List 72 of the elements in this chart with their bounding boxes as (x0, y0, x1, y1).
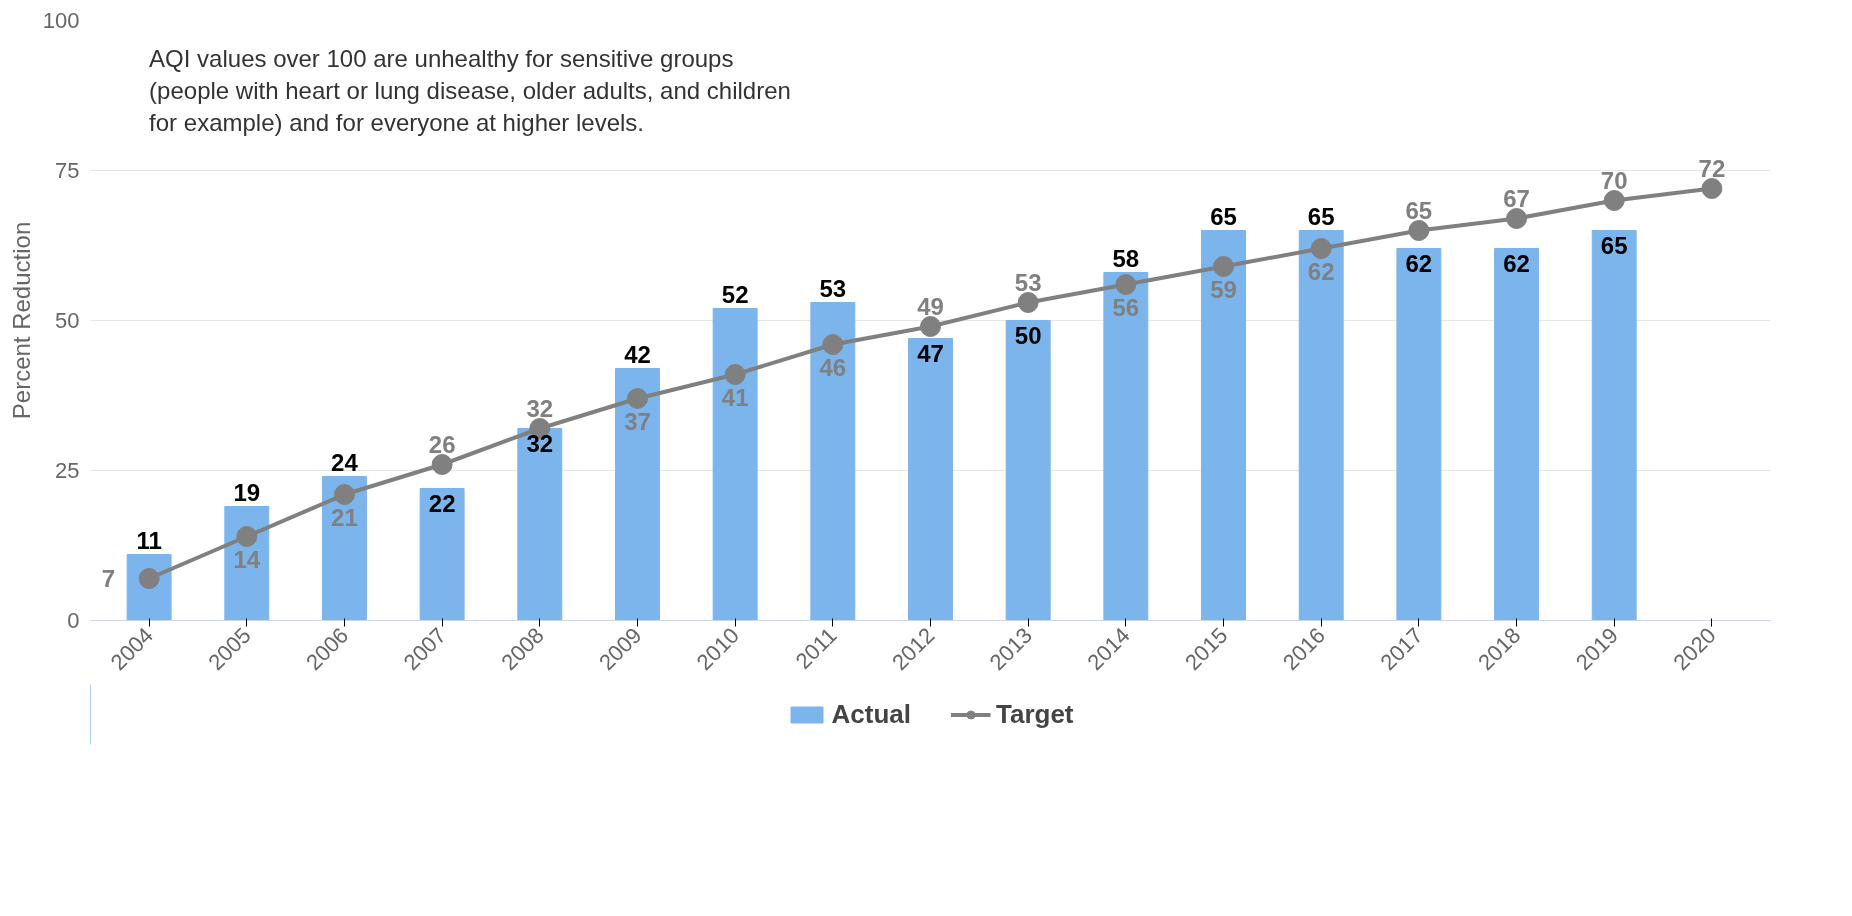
data-label: 65 (1307, 202, 1335, 230)
point (236, 526, 258, 547)
legend-label: Actual (831, 698, 911, 730)
data-label: 62 (1503, 249, 1530, 277)
data-label: 70 (1600, 166, 1628, 194)
point (333, 484, 355, 505)
point (431, 454, 453, 475)
y-tick-label: 75 (55, 158, 80, 183)
data-label: 59 (1210, 275, 1237, 303)
data-label: 42 (624, 340, 651, 368)
data-label: 67 (1503, 184, 1530, 212)
data-label: 46 (819, 353, 847, 381)
data-label: 14 (233, 545, 261, 573)
data-label: 65 (1405, 196, 1433, 224)
point (1701, 178, 1723, 199)
data-label: 22 (428, 489, 456, 517)
bar (1298, 230, 1344, 621)
point (626, 388, 648, 409)
data-label: 62 (1405, 249, 1433, 277)
bar (1103, 272, 1149, 621)
bar (615, 368, 660, 621)
bar (1591, 230, 1637, 621)
data-label: 49 (917, 292, 944, 320)
bar (224, 506, 270, 621)
data-label: 53 (1014, 268, 1042, 296)
data-label: 41 (721, 383, 749, 411)
data-label: 21 (331, 503, 358, 531)
y-tick-label: 100 (42, 8, 80, 33)
data-label: 32 (526, 394, 554, 422)
data-label: 32 (526, 429, 554, 457)
point (1213, 256, 1235, 277)
data-label: 65 (1210, 202, 1237, 230)
data-label: 7 (101, 565, 116, 592)
bar (1494, 248, 1540, 621)
point (1603, 190, 1625, 211)
bar (321, 476, 367, 621)
bar (908, 338, 953, 621)
point (920, 316, 941, 337)
data-label: 56 (1112, 293, 1140, 321)
data-label: 26 (428, 430, 456, 458)
data-label: 53 (819, 274, 847, 302)
point (1506, 208, 1528, 229)
data-label: 11 (136, 526, 162, 554)
bar (810, 302, 856, 621)
bar (1396, 248, 1442, 621)
data-label: 65 (1600, 231, 1628, 259)
y-tick-label: 25 (55, 458, 80, 483)
bar (1201, 230, 1246, 621)
y-tick-label: 50 (55, 308, 80, 333)
point (1408, 220, 1430, 241)
bar (712, 308, 758, 621)
point (822, 334, 844, 355)
data-label: 19 (233, 478, 261, 506)
point (1310, 238, 1332, 259)
data-label: 24 (331, 448, 359, 476)
y-axis-title: Percent Reduction (7, 221, 35, 420)
point (1017, 292, 1039, 313)
data-label: 47 (917, 339, 944, 367)
data-label: 72 (1698, 154, 1726, 182)
point (724, 364, 746, 385)
bar (1005, 320, 1051, 621)
annotation: AQI values over 100 are unhealthy for sensitive groups (people with heart or lung disease, older adults, and children for example) and for everyone at higher levels. (149, 44, 791, 137)
bar (419, 488, 465, 621)
data-label: 62 (1307, 257, 1335, 285)
data-label: 50 (1014, 321, 1042, 349)
y-tick-label: 0 (67, 608, 80, 633)
bar (517, 428, 563, 621)
data-label: 58 (1112, 244, 1140, 272)
point (1115, 274, 1137, 295)
data-label: 52 (721, 280, 749, 308)
data-label: 37 (624, 407, 651, 435)
legend-label: Target (995, 698, 1074, 730)
